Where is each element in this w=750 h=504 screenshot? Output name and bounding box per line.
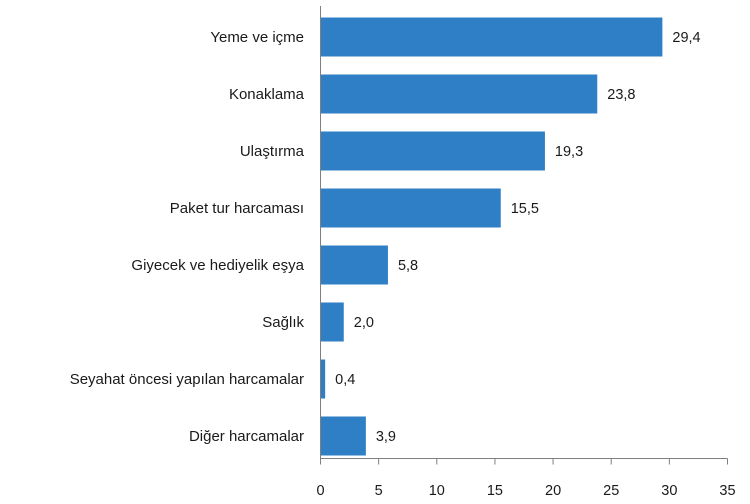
category-labels-group: Yeme ve içme Konaklama Ulaştırma Paket tur …: [70, 29, 305, 445]
x-tick-label-20: 20: [545, 483, 561, 499]
x-tick-label-0: 0: [316, 483, 324, 499]
value-label-konaklama: 23,8: [607, 87, 635, 103]
x-ticks-group: 0 5 10 15 20 25 30 35: [316, 458, 736, 499]
x-tick-label-25: 25: [603, 483, 619, 499]
x-tick-label-35: 35: [719, 483, 735, 499]
bar-konaklama: [320, 74, 598, 114]
category-label-diger-harcamalar: Diğer harcamalar: [189, 428, 304, 445]
value-labels-group: 29,4 23,8 19,3 15,5 5,8 2,0 0,4 3,9: [335, 30, 700, 445]
category-label-giyecek-ve-hediyelik-esya: Giyecek ve hediyelik eşya: [131, 257, 304, 274]
bar-paket-tur-harcamasi: [320, 188, 501, 228]
x-tick-label-5: 5: [375, 483, 383, 499]
value-label-saglik: 2,0: [354, 315, 374, 331]
bar-saglik: [320, 302, 344, 342]
category-label-yeme-ve-icme: Yeme ve içme: [210, 29, 304, 46]
value-label-yeme-ve-icme: 29,4: [672, 30, 700, 46]
category-label-konaklama: Konaklama: [229, 86, 305, 103]
value-label-diger-harcamalar: 3,9: [376, 429, 396, 445]
x-tick-label-10: 10: [429, 483, 445, 499]
value-label-giyecek-ve-hediyelik-esya: 5,8: [398, 258, 418, 274]
x-tick-label-30: 30: [661, 483, 677, 499]
category-label-ulastirma: Ulaştırma: [240, 143, 305, 160]
bar-seyahat-oncesi-yapilan-harcamalar: [320, 359, 326, 399]
x-tick-label-15: 15: [487, 483, 503, 499]
bar-diger-harcamalar: [320, 416, 366, 456]
value-label-ulastirma: 19,3: [555, 144, 583, 160]
bar-yeme-ve-icme: [320, 17, 663, 57]
bar-ulastirma: [320, 131, 545, 171]
bar-giyecek-ve-hediyelik-esya: [320, 245, 388, 285]
value-label-seyahat-oncesi-yapilan-harcamalar: 0,4: [335, 372, 355, 388]
category-label-seyahat-oncesi-yapilan-harcamalar: Seyahat öncesi yapılan harcamalar: [70, 371, 304, 388]
category-label-paket-tur-harcamasi: Paket tur harcaması: [170, 200, 304, 217]
category-label-saglik: Sağlık: [262, 314, 304, 331]
bars-group: [320, 17, 663, 456]
value-label-paket-tur-harcamasi: 15,5: [511, 201, 539, 217]
